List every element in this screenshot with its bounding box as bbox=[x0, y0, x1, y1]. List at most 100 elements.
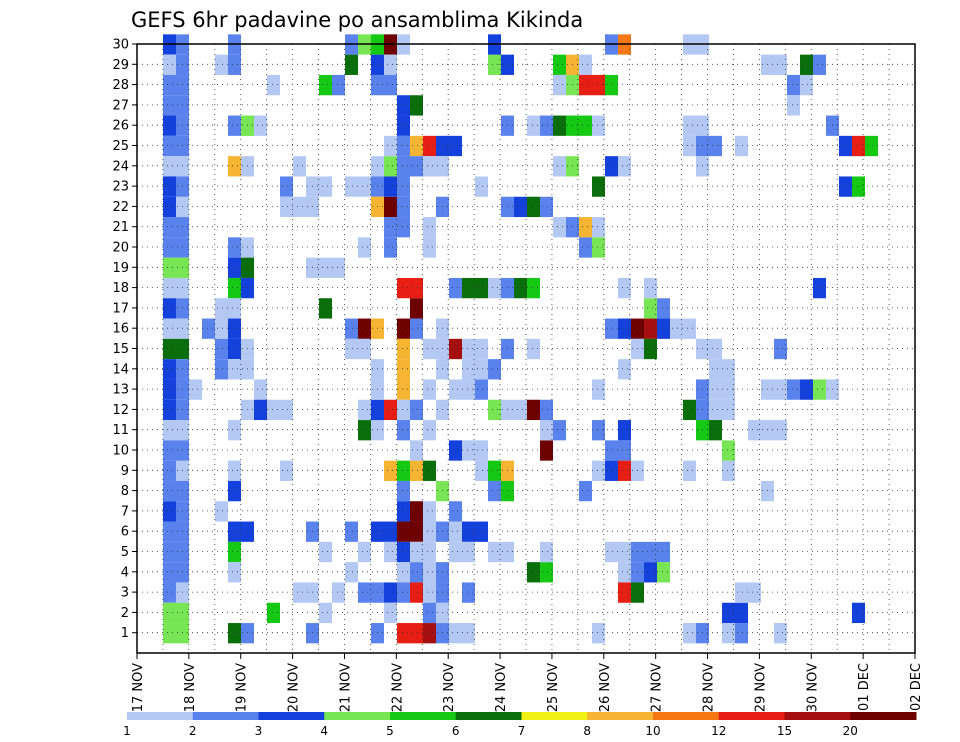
legend-swatch bbox=[850, 712, 917, 720]
legend-swatch bbox=[192, 712, 259, 720]
heatmap-cell bbox=[579, 74, 592, 96]
heatmap-cell bbox=[267, 602, 280, 624]
heatmap-cell bbox=[592, 74, 605, 96]
heatmap-cell bbox=[228, 521, 241, 542]
heatmap-cell bbox=[449, 501, 462, 522]
y-tick-label: 23 bbox=[112, 180, 129, 195]
heatmap-cell bbox=[410, 399, 423, 421]
heatmap-cell bbox=[644, 318, 657, 339]
heatmap-cell bbox=[163, 420, 176, 441]
legend-swatch bbox=[653, 712, 720, 720]
heatmap-cell bbox=[436, 196, 449, 218]
heatmap-cell bbox=[436, 135, 449, 157]
y-tick-label: 7 bbox=[121, 504, 129, 519]
heatmap-cell bbox=[176, 582, 189, 603]
heatmap-cell bbox=[228, 115, 241, 136]
heatmap-cell bbox=[488, 277, 501, 299]
legend-swatch bbox=[258, 712, 325, 720]
heatmap-cell bbox=[709, 420, 722, 441]
legend-label: 15 bbox=[777, 724, 792, 738]
heatmap-cell bbox=[527, 115, 540, 136]
y-tick-label: 24 bbox=[112, 159, 129, 174]
heatmap-cell bbox=[696, 623, 709, 644]
heatmap-cell bbox=[163, 196, 176, 218]
heatmap-cell bbox=[540, 196, 553, 218]
heatmap-cell bbox=[345, 521, 358, 542]
heatmap-cell bbox=[488, 541, 501, 563]
heatmap-cell bbox=[540, 440, 553, 461]
heatmap-cell bbox=[358, 237, 371, 258]
heatmap-cell bbox=[553, 54, 566, 75]
x-tick-label: 02 DEC bbox=[909, 663, 924, 711]
heatmap-cell bbox=[553, 156, 566, 177]
y-tick-label: 11 bbox=[112, 423, 129, 438]
heatmap-cell bbox=[358, 541, 371, 563]
heatmap-cell bbox=[228, 156, 241, 177]
heatmap-cell bbox=[241, 338, 254, 360]
heatmap-cell bbox=[501, 480, 514, 502]
heatmap-cell bbox=[371, 54, 384, 75]
heatmap-cell bbox=[527, 562, 540, 583]
heatmap-cell bbox=[644, 541, 657, 563]
heatmap-cell bbox=[761, 420, 774, 441]
heatmap-cell bbox=[397, 480, 410, 502]
heatmap-cell bbox=[709, 359, 722, 380]
x-tick-label: 29 NOV bbox=[753, 663, 768, 712]
heatmap-cell bbox=[176, 277, 189, 299]
heatmap-cell bbox=[384, 196, 397, 218]
heatmap-cell bbox=[228, 277, 241, 299]
heatmap-cell bbox=[462, 379, 475, 400]
heatmap-cell bbox=[254, 115, 267, 136]
heatmap-cell bbox=[618, 277, 631, 299]
heatmap-cell bbox=[475, 338, 488, 360]
heatmap-cell bbox=[813, 277, 826, 299]
heatmap-cell bbox=[566, 217, 579, 238]
heatmap-cell bbox=[397, 135, 410, 157]
heatmap-cell bbox=[397, 541, 410, 563]
heatmap-cell bbox=[449, 623, 462, 644]
heatmap-cell bbox=[241, 237, 254, 258]
legend-label: 10 bbox=[645, 724, 660, 738]
heatmap-cell bbox=[163, 399, 176, 421]
y-tick-label: 5 bbox=[121, 545, 129, 560]
heatmap-cell bbox=[540, 399, 553, 421]
heatmap-cell bbox=[215, 318, 228, 339]
heatmap-cell bbox=[618, 318, 631, 339]
heatmap-cell bbox=[228, 420, 241, 441]
heatmap-cell bbox=[241, 115, 254, 136]
heatmap-cell bbox=[176, 115, 189, 136]
heatmap-cell bbox=[293, 196, 306, 218]
heatmap-cell bbox=[241, 257, 254, 278]
heatmap-cell bbox=[631, 582, 644, 603]
heatmap-cell bbox=[605, 440, 618, 461]
legend-swatch bbox=[324, 712, 391, 720]
heatmap-cell bbox=[371, 420, 384, 441]
heatmap-cell bbox=[631, 562, 644, 583]
heatmap-cell bbox=[488, 399, 501, 421]
heatmap-cell bbox=[371, 74, 384, 96]
heatmap-cell bbox=[241, 156, 254, 177]
y-tick-label: 26 bbox=[112, 119, 129, 134]
heatmap-cell bbox=[176, 237, 189, 258]
x-tick-label: 28 NOV bbox=[702, 663, 717, 712]
heatmap-cell bbox=[163, 379, 176, 400]
heatmap-cell bbox=[683, 399, 696, 421]
heatmap-cell bbox=[163, 338, 176, 360]
heatmap-cell bbox=[540, 420, 553, 441]
heatmap-cell bbox=[579, 115, 592, 136]
heatmap-cell bbox=[436, 562, 449, 583]
heatmap-cell bbox=[371, 176, 384, 197]
heatmap-cell bbox=[852, 135, 865, 157]
heatmap-cell bbox=[228, 318, 241, 339]
heatmap-cell bbox=[410, 582, 423, 603]
heatmap-cell bbox=[358, 399, 371, 421]
heatmap-cell bbox=[397, 582, 410, 603]
x-tick-label: 22 NOV bbox=[390, 663, 405, 712]
x-tick-label: 17 NOV bbox=[131, 663, 146, 712]
heatmap-cell bbox=[553, 217, 566, 238]
heatmap-cell bbox=[163, 95, 176, 116]
x-tick-label: 24 NOV bbox=[494, 663, 509, 712]
heatmap-cell bbox=[410, 135, 423, 157]
heatmap-cell bbox=[501, 54, 514, 75]
heatmap-cell bbox=[371, 196, 384, 218]
